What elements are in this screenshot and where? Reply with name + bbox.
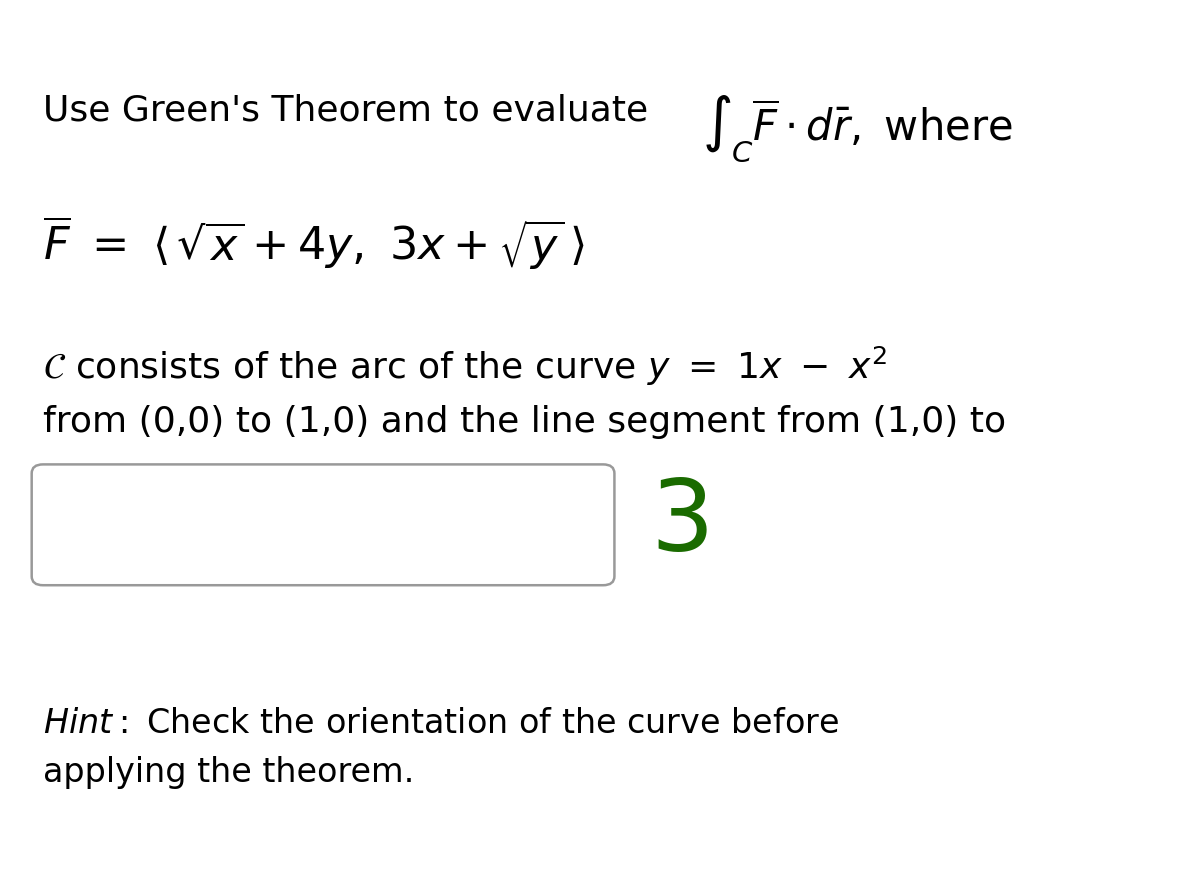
Text: $\overline{F}\ =\ \langle\, \sqrt{x} + 4y,\ 3x + \sqrt{y}\, \rangle$: $\overline{F}\ =\ \langle\, \sqrt{x} + 4… — [43, 215, 586, 272]
Text: from (0,0) to (1,0) and the line segment from (1,0) to: from (0,0) to (1,0) and the line segment… — [43, 404, 1006, 438]
Text: (0,0).: (0,0). — [43, 464, 140, 498]
Text: applying the theorem.: applying the theorem. — [43, 755, 414, 789]
Text: $\mathcal{C}$ consists of the arc of the curve $y\ =\ 1x\ -\ x^2$: $\mathcal{C}$ consists of the arc of the… — [43, 344, 887, 387]
FancyBboxPatch shape — [31, 465, 614, 586]
Text: Use Green's Theorem to evaluate: Use Green's Theorem to evaluate — [43, 94, 648, 128]
Text: $\int_C \overline{F} \cdot d\bar{r},\ \mathrm{where}$: $\int_C \overline{F} \cdot d\bar{r},\ \m… — [702, 94, 1012, 164]
Text: $\mathit{Hint:}$ Check the orientation of the curve before: $\mathit{Hint:}$ Check the orientation o… — [43, 706, 839, 739]
Text: $\mathit{3}$: $\mathit{3}$ — [650, 476, 708, 570]
